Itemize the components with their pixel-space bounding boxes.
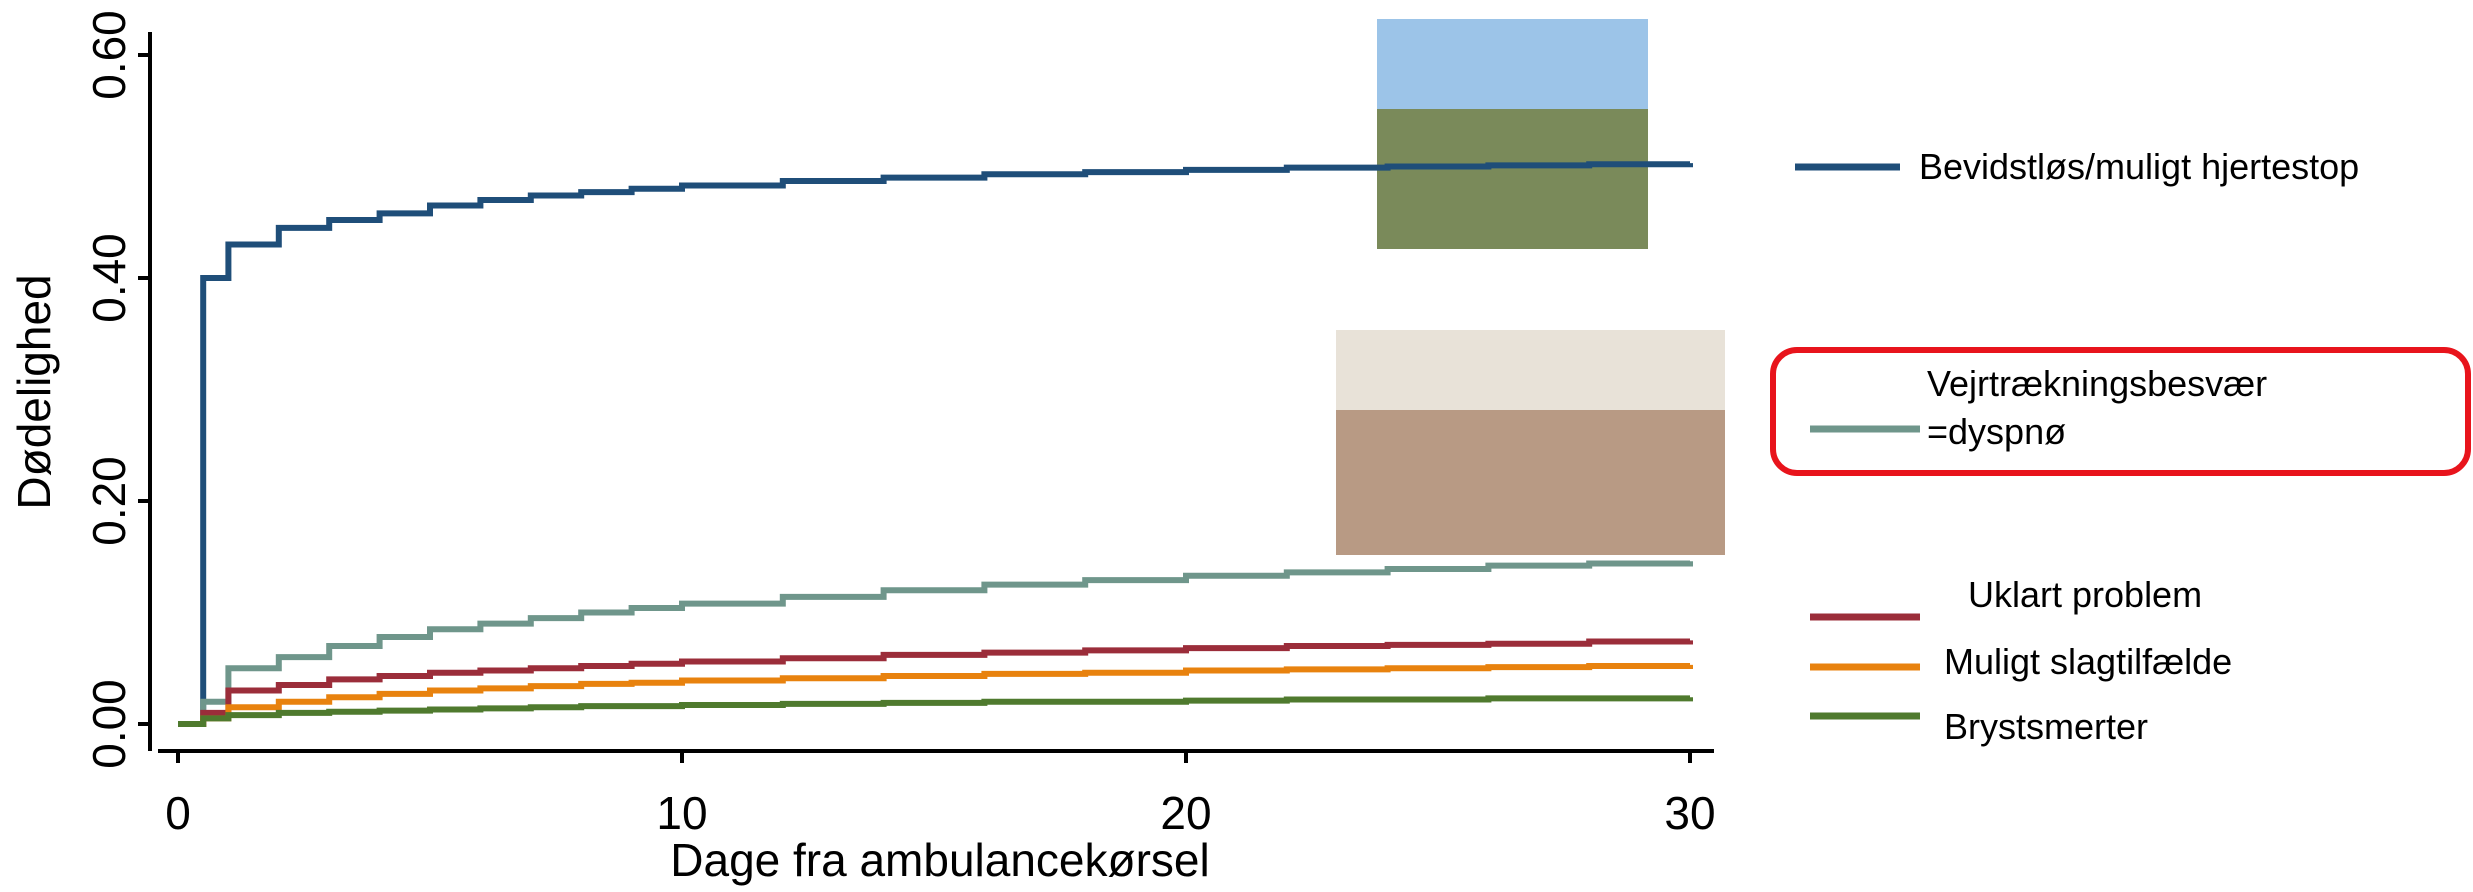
y-tick-label: 0.20 <box>83 456 135 546</box>
photo-wall <box>1336 330 1725 410</box>
series-line <box>178 697 1690 724</box>
page: {"chart_data": {"type": "line", "step": … <box>0 0 2473 892</box>
y-axis-label: Dødelighed <box>8 274 60 509</box>
legend-label: Uklart problem <box>1968 571 2388 619</box>
legend-label: Vejrtrækningsbesvær =dyspnø <box>1927 360 2217 456</box>
x-axis-label: Dage fra ambulancekørsel <box>670 834 1209 886</box>
y-tick-label: 0.00 <box>83 679 135 769</box>
legend-label: Bevidstløs/muligt hjertestop <box>1919 143 2459 191</box>
photo-sky <box>1377 19 1648 109</box>
legend-label: Muligt slagtilfælde <box>1944 638 2364 686</box>
y-tick-label: 0.60 <box>83 10 135 100</box>
x-tick-label: 20 <box>1160 787 1211 839</box>
legend-label: Brystsmerter <box>1944 703 2364 751</box>
x-tick-label: 0 <box>165 787 191 839</box>
x-tick-label: 10 <box>656 787 707 839</box>
y-tick-label: 0.40 <box>83 233 135 323</box>
x-tick-label: 30 <box>1664 787 1715 839</box>
